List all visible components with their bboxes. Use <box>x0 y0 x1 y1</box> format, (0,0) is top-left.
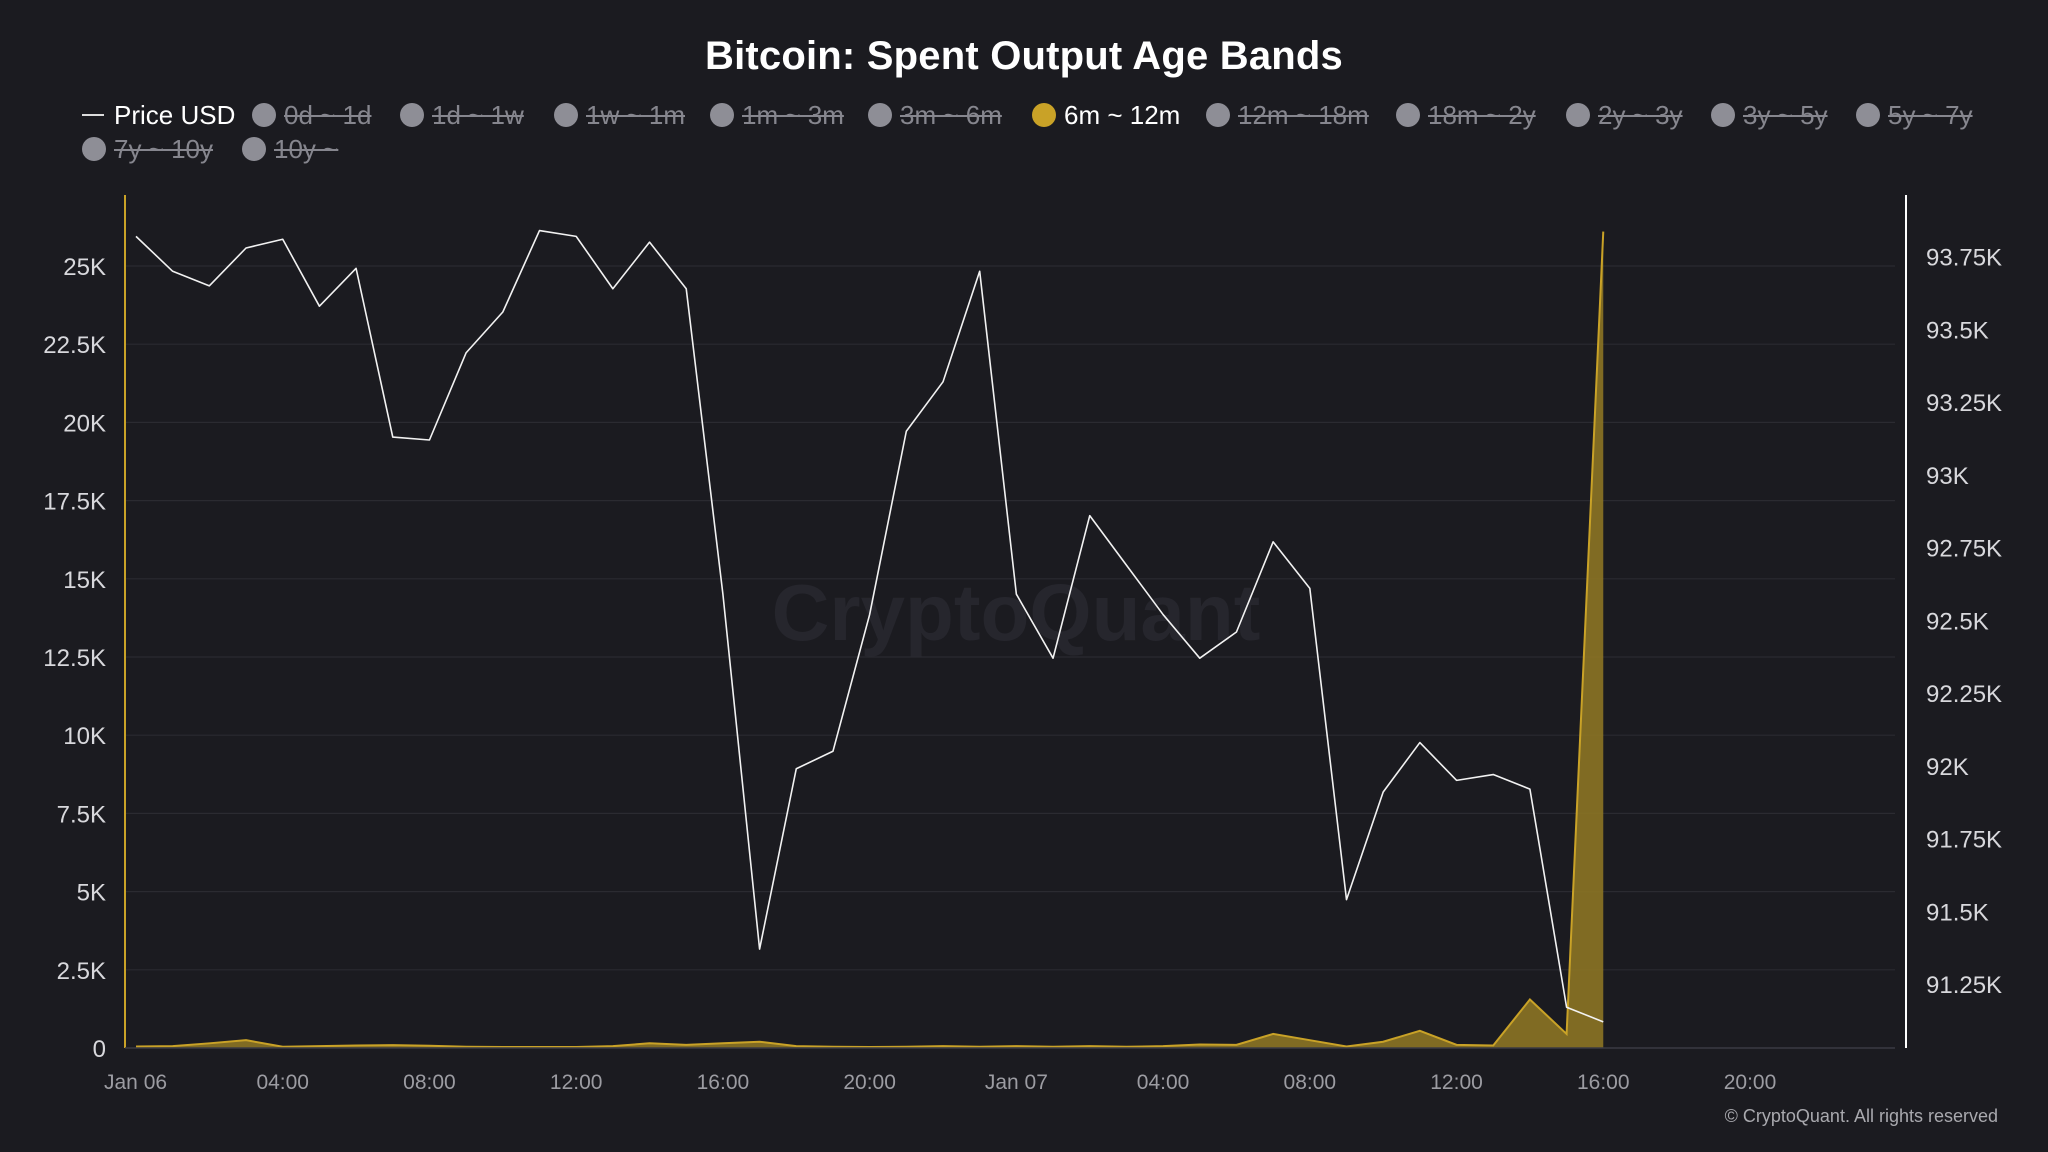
legend-dot-marker <box>400 103 424 127</box>
legend-item-2y-3y[interactable]: 2y ~ 3y <box>1566 98 1683 132</box>
x-tick-label: 20:00 <box>1724 1071 1777 1094</box>
left-tick-label: 25K <box>63 254 106 281</box>
right-tick-label: 92.75K <box>1926 536 2002 563</box>
chart-title: Bitcoin: Spent Output Age Bands <box>704 34 1344 78</box>
legend-item-3m-6m[interactable]: 3m ~ 6m <box>868 98 1002 132</box>
legend-dot-marker <box>1206 103 1230 127</box>
legend-label: 18m ~ 2y <box>1428 99 1536 130</box>
x-tick-label: 04:00 <box>1137 1071 1190 1094</box>
x-tick-label: 04:00 <box>256 1071 309 1094</box>
legend-dot-marker <box>1711 103 1735 127</box>
left-tick-label: 12.5K <box>43 645 106 672</box>
x-tick-label: Jan 06 <box>104 1071 167 1094</box>
left-tick-label: 22.5K <box>43 332 106 359</box>
x-tick-label: Jan 07 <box>985 1071 1048 1094</box>
legend-dot-marker <box>82 137 106 161</box>
copyright-text: © CryptoQuant. All rights reserved <box>1724 1106 1998 1126</box>
price-line-layer <box>135 229 1604 1023</box>
legend-label: 0d ~ 1d <box>284 99 372 130</box>
x-tick-label: 08:00 <box>403 1071 456 1094</box>
legend-label: 12m ~ 18m <box>1238 99 1369 130</box>
legend-item-1m-3m[interactable]: 1m ~ 3m <box>710 98 844 132</box>
legend-dot-marker <box>1396 103 1420 127</box>
x-tick-label: 16:00 <box>1577 1071 1630 1094</box>
x-tick-label: 12:00 <box>1430 1071 1483 1094</box>
legend-line-marker <box>82 114 104 116</box>
legend-label: 10y ~ <box>274 133 339 164</box>
left-tick-label: 10K <box>63 723 106 750</box>
legend-dot-marker <box>554 103 578 127</box>
x-tick-label: 16:00 <box>697 1071 750 1094</box>
right-tick-label: 92K <box>1926 754 1969 781</box>
legend-label: 1w ~ 1m <box>586 99 685 130</box>
watermark: CryptoQuant <box>772 568 1261 657</box>
series-area-outline-6m-12m <box>135 231 1605 1049</box>
right-tick-label: 92.5K <box>1926 608 1989 635</box>
x-axis-ticks: Jan 06 04:00 08:00 12:00 16:00 20:00 Jan 07 04:… <box>104 1071 1776 1094</box>
right-tick-label: 93K <box>1926 463 1969 490</box>
legend-dot-marker <box>1566 103 1590 127</box>
right-axis-ticks: 91.25K 91.5K 91.75K 92K 92.25K 92.5K 92.75K 93K… <box>1926 245 2002 999</box>
legend-dot-marker <box>242 137 266 161</box>
left-tick-label: 2.5K <box>57 958 106 985</box>
legend-dot-marker <box>1856 103 1880 127</box>
legend-item-price-usd[interactable]: Price USD <box>82 98 235 132</box>
legend-dot-marker <box>710 103 734 127</box>
legend-label: Price USD <box>114 99 236 130</box>
legend-item-6m-12m[interactable]: 6m ~ 12m <box>1032 98 1180 132</box>
right-tick-label: 91.75K <box>1926 827 2002 854</box>
legend-dot-marker <box>868 103 892 127</box>
right-tick-label: 91.25K <box>1926 972 2002 999</box>
legend-item-1w-1m[interactable]: 1w ~ 1m <box>554 98 685 132</box>
right-tick-label: 91.5K <box>1926 899 1989 926</box>
legend-item-18m-2y[interactable]: 18m ~ 2y <box>1396 98 1536 132</box>
legend-label: 1d ~ 1w <box>432 99 524 130</box>
axes <box>124 195 1907 1049</box>
left-tick-label: 7.5K <box>57 801 106 828</box>
legend-label: 1m ~ 3m <box>742 99 844 130</box>
right-tick-label: 92.25K <box>1926 681 2002 708</box>
legend-item-1d-1w[interactable]: 1d ~ 1w <box>400 98 524 132</box>
legend-label: 3y ~ 5y <box>1743 99 1828 130</box>
x-tick-label: 20:00 <box>843 1071 896 1094</box>
x-tick-label: 08:00 <box>1284 1071 1337 1094</box>
legend-label: 3m ~ 6m <box>900 99 1002 130</box>
legend-label: 7y ~ 10y <box>114 133 214 164</box>
legend-item-5y-7y[interactable]: 5y ~ 7y <box>1856 98 1973 132</box>
left-tick-label: 17.5K <box>43 489 106 516</box>
right-tick-label: 93.75K <box>1926 245 2002 272</box>
legend-item-10y[interactable]: 10y ~ <box>242 132 338 166</box>
left-tick-label: 20K <box>63 410 106 437</box>
legend-item-0d-1d[interactable]: 0d ~ 1d <box>252 98 371 132</box>
left-tick-label: 15K <box>63 567 106 594</box>
left-tick-label: 0 <box>93 1036 106 1063</box>
legend-item-12m-18m[interactable]: 12m ~ 18m <box>1206 98 1369 132</box>
band-area-layer <box>135 231 1605 1049</box>
left-axis-ticks: 0 2.5K 5K 7.5K 10K 12.5K 15K 17.5K 20K 22.5K 25K <box>43 254 106 1063</box>
legend-label: 2y ~ 3y <box>1598 99 1683 130</box>
legend-dot-marker <box>252 103 276 127</box>
left-tick-label: 5K <box>77 880 106 907</box>
legend-item-3y-5y[interactable]: 3y ~ 5y <box>1711 98 1828 132</box>
legend-item-7y-10y[interactable]: 7y ~ 10y <box>82 132 213 166</box>
legend-label: 6m ~ 12m <box>1064 99 1181 130</box>
right-tick-label: 93.25K <box>1926 390 2002 417</box>
legend-label: 5y ~ 7y <box>1888 99 1973 130</box>
series-line-price-usd <box>135 229 1604 1023</box>
right-tick-label: 93.5K <box>1926 317 1989 344</box>
legend-dot-marker <box>1032 103 1056 127</box>
x-tick-label: 12:00 <box>550 1071 603 1094</box>
